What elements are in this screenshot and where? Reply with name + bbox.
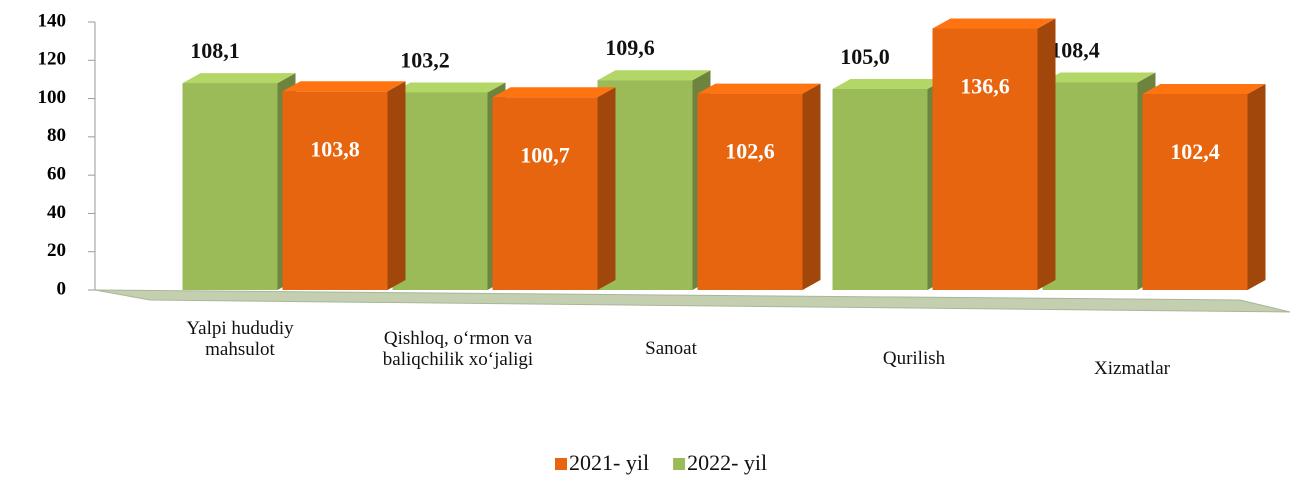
- bar-side: [802, 83, 821, 290]
- x-tick-label: Xizmatlar: [1094, 358, 1170, 379]
- data-label: 102,6: [725, 139, 775, 164]
- bar-top: [282, 81, 406, 92]
- bar: [932, 28, 1038, 290]
- y-tick-label: 80: [47, 125, 66, 146]
- y-tick-label: 100: [38, 87, 67, 108]
- y-tick-label: 140: [38, 10, 67, 31]
- bar: [182, 83, 278, 291]
- y-tick-label: 60: [47, 164, 66, 185]
- bar-top: [697, 83, 821, 94]
- y-tick-label: 120: [38, 49, 67, 70]
- y-tick-label: 0: [57, 278, 67, 299]
- bar: [392, 92, 488, 291]
- y-tick-label: 40: [47, 202, 66, 223]
- bar: [1142, 93, 1248, 290]
- data-label: 108,1: [190, 38, 240, 63]
- bar-top: [1142, 83, 1266, 94]
- data-label: 136,6: [960, 74, 1010, 99]
- x-tick-label: Sanoat: [645, 338, 697, 359]
- bar-side: [387, 81, 406, 290]
- bar-top: [492, 87, 616, 98]
- x-tick-label: Qishloq, o‘rmon va baliqchilik xo‘jaligi: [382, 328, 534, 370]
- bar: [1042, 82, 1138, 291]
- data-label: 103,2: [400, 47, 450, 72]
- data-label: 109,6: [605, 35, 655, 60]
- bar-top: [392, 82, 506, 93]
- bar-top: [832, 79, 946, 89]
- legend-label: 2021- yil: [569, 450, 649, 475]
- legend-label: 2022- yil: [687, 450, 767, 475]
- bar-top: [932, 18, 1056, 29]
- legend-swatch: [673, 458, 686, 470]
- bar-side: [1037, 18, 1056, 290]
- floor: [94, 289, 1291, 313]
- data-label: 108,4: [1050, 38, 1100, 63]
- data-label: 102,4: [1170, 139, 1220, 164]
- bar: [282, 91, 388, 290]
- data-label: 100,7: [520, 142, 570, 167]
- bar-top: [182, 73, 296, 84]
- x-tick-label: Yalpi hududiy mahsulot: [186, 318, 294, 360]
- data-label: 105,0: [840, 44, 890, 69]
- y-tick-label: 20: [47, 240, 66, 261]
- bar-side: [597, 87, 616, 290]
- bar: [697, 93, 803, 290]
- bar: [492, 97, 598, 290]
- bar-top: [1042, 72, 1156, 83]
- bar: [832, 89, 928, 290]
- x-tick-label: Qurilish: [882, 348, 946, 369]
- bar-side: [1247, 83, 1266, 290]
- data-label: 103,8: [310, 136, 360, 161]
- legend-swatch: [555, 458, 567, 470]
- bar-top: [597, 70, 711, 81]
